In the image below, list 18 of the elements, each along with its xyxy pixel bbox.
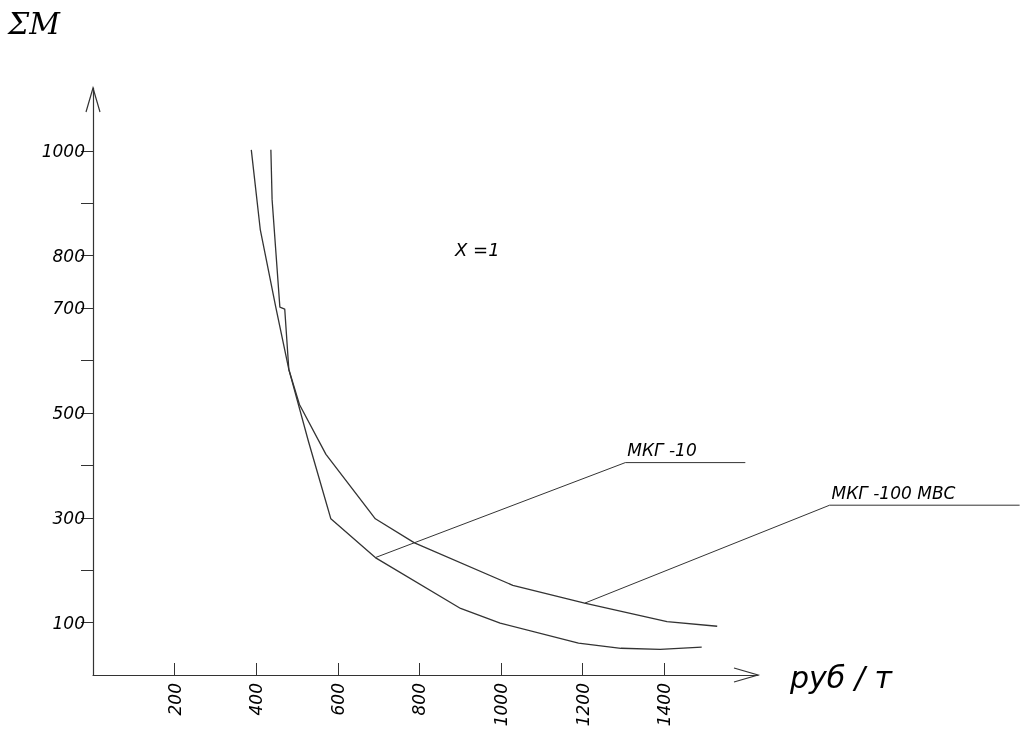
annotation: X =1 xyxy=(454,238,500,260)
y-tick-label: 300 xyxy=(52,507,85,528)
y-tick-label: 800 xyxy=(52,245,85,266)
x-tick-label: 1000 xyxy=(490,683,511,727)
x-tick-label: 1400 xyxy=(654,683,675,727)
x-tick-label: 400 xyxy=(246,683,267,716)
y-tick-label: 700 xyxy=(52,298,85,319)
y-tick-label: 100 xyxy=(52,612,85,633)
x-tick-label: 1200 xyxy=(572,683,593,727)
y-axis-title: ΣM xyxy=(7,5,62,41)
text: МКГ -100 МВС xyxy=(831,482,956,503)
text: МКГ -10 xyxy=(627,440,697,461)
y-tick-label: 1000 xyxy=(41,140,85,161)
x-tick-label: 800 xyxy=(409,683,430,716)
x-tick-label: 600 xyxy=(327,683,348,716)
x-axis-title: руб / т xyxy=(789,659,894,695)
y-tick-label: 500 xyxy=(52,402,85,423)
x-tick-label: 200 xyxy=(164,683,185,716)
